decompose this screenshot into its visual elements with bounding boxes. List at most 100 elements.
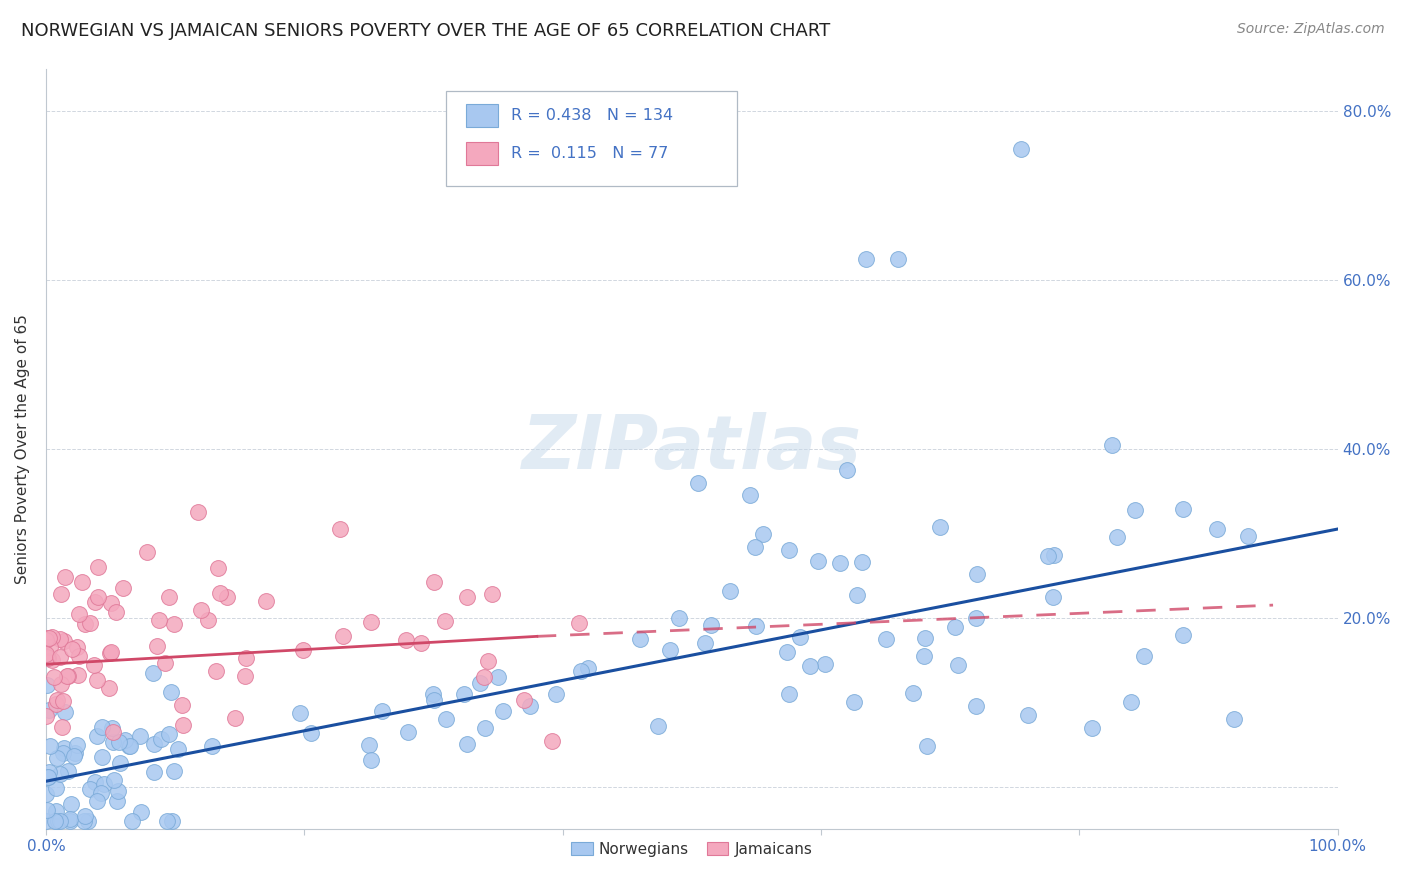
Point (86, 729, 108, 743)
Point (472, 670, 495, 684)
Point (90, 786, 112, 800)
Point (35, 814, 58, 828)
Point (53, 741, 76, 756)
Point (148, 613, 170, 627)
Point (46, 693, 69, 707)
Point (789, 630, 811, 644)
Point (778, 687, 800, 701)
FancyBboxPatch shape (446, 91, 737, 186)
Point (70, 575, 93, 590)
Point (121, 814, 143, 828)
Point (37, 649, 59, 664)
Point (456, 591, 478, 605)
Point (56, 669, 79, 683)
Point (160, 685, 183, 699)
Point (887, 252, 910, 266)
Point (59, 814, 82, 828)
Point (668, 611, 690, 625)
Point (187, 505, 209, 519)
Point (751, 527, 773, 541)
Point (77, 814, 100, 828)
Point (1042, 590, 1064, 604)
Point (163, 617, 186, 632)
Point (966, 567, 988, 582)
Point (129, 729, 152, 743)
Point (129, 805, 152, 819)
Point (46, 751, 69, 765)
Point (49, 676, 72, 690)
Point (149, 731, 172, 746)
Point (156, 814, 179, 828)
Point (112, 581, 135, 595)
Point (35, 632, 58, 647)
Point (628, 632, 651, 646)
Point (395, 632, 418, 647)
Point (1223, 712, 1246, 726)
Point (63, 746, 86, 760)
Point (114, 732, 136, 747)
Point (51, 587, 73, 601)
Point (100, 596, 122, 610)
Point (97, 681, 120, 695)
Point (35, 788, 58, 802)
Point (98, 646, 121, 660)
Point (423, 575, 446, 590)
Point (1043, 548, 1066, 562)
Point (486, 670, 509, 684)
Point (647, 719, 669, 733)
Point (66, 738, 89, 752)
Point (52, 634, 75, 648)
Point (35, 631, 58, 645)
Point (693, 636, 716, 650)
Point (360, 753, 382, 767)
Point (142, 764, 165, 779)
Point (914, 632, 936, 646)
Point (434, 712, 457, 726)
Point (423, 692, 446, 706)
Point (35, 803, 58, 817)
Point (513, 693, 536, 707)
Point (1171, 628, 1194, 642)
Point (1133, 648, 1156, 663)
Point (37, 770, 59, 784)
Point (37, 651, 59, 665)
Point (477, 654, 499, 668)
Point (157, 727, 180, 741)
Point (1119, 695, 1142, 709)
Point (103, 773, 125, 788)
Point (101, 735, 124, 749)
Point (290, 706, 312, 720)
Point (90, 749, 112, 764)
Point (965, 611, 987, 625)
Point (332, 630, 354, 644)
Point (1171, 501, 1194, 516)
Point (830, 556, 852, 570)
Point (45, 804, 67, 818)
Point (357, 738, 380, 752)
Point (235, 651, 257, 665)
Point (91, 720, 114, 734)
Point (163, 764, 186, 778)
Point (52, 694, 75, 708)
Point (1107, 530, 1129, 544)
Point (658, 643, 681, 657)
Point (492, 704, 515, 718)
Point (153, 656, 176, 670)
Text: Source: ZipAtlas.com: Source: ZipAtlas.com (1237, 22, 1385, 37)
Point (49, 649, 72, 664)
Text: ZIPatlas: ZIPatlas (522, 412, 862, 485)
Point (946, 658, 969, 673)
Point (720, 583, 742, 598)
Point (578, 661, 600, 675)
Point (700, 618, 723, 632)
Point (63, 748, 86, 763)
Point (224, 711, 246, 725)
Point (55, 669, 77, 683)
Point (107, 784, 129, 798)
Point (53, 705, 76, 719)
Point (58, 764, 80, 778)
Point (48, 766, 70, 780)
Point (875, 632, 897, 646)
Point (569, 664, 592, 678)
Text: NORWEGIAN VS JAMAICAN SENIORS POVERTY OVER THE AGE OF 65 CORRELATION CHART: NORWEGIAN VS JAMAICAN SENIORS POVERTY OV… (21, 22, 831, 40)
